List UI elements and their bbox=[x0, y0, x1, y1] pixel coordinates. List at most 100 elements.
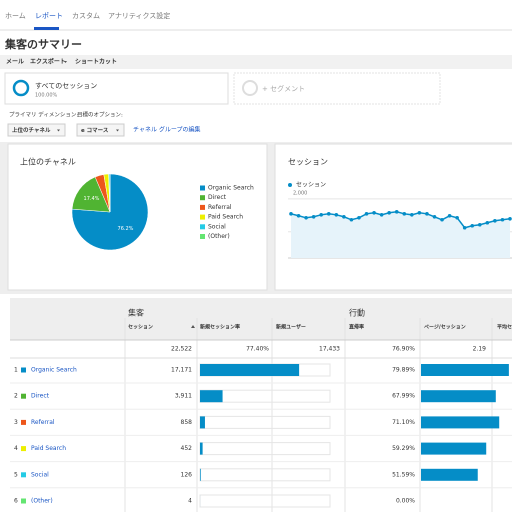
point bbox=[319, 213, 324, 217]
channel-swatch bbox=[21, 472, 26, 478]
pie-slice bbox=[71, 176, 111, 213]
column-header[interactable]: セッション bbox=[128, 325, 153, 331]
column-header[interactable]: 新規ユーザー bbox=[276, 324, 306, 331]
bounce-cell: 51.59% bbox=[392, 471, 415, 478]
column-header[interactable]: 平均セッ bbox=[497, 324, 512, 331]
bounce-cell: 59.29% bbox=[392, 445, 415, 452]
bounce-cell: 79.89% bbox=[392, 367, 415, 374]
toolbar-button[interactable]: エクスポート bbox=[30, 58, 66, 66]
channel-swatch bbox=[21, 367, 26, 373]
pie-chart: 76.2% Organic Search 17.4% Direct Referral Pa… bbox=[71, 173, 254, 251]
channel-swatch bbox=[21, 446, 26, 452]
total-cell: 22,522 bbox=[171, 346, 192, 353]
point bbox=[326, 212, 331, 216]
point bbox=[485, 220, 490, 225]
total-cell: 17,433 bbox=[319, 346, 340, 353]
nav-item[interactable]: カスタム bbox=[72, 11, 100, 20]
point bbox=[410, 213, 414, 217]
bounce-bar bbox=[421, 468, 478, 481]
option-label: プライマリ ディメンション: bbox=[9, 111, 78, 119]
sessions-bar bbox=[200, 416, 205, 429]
bar-track bbox=[199, 468, 331, 482]
toolbar-button[interactable]: ショートカット bbox=[75, 59, 117, 66]
legend-swatch bbox=[200, 185, 205, 191]
row-rank: 6 bbox=[14, 498, 18, 505]
sessions-cell: 126 bbox=[181, 471, 193, 478]
nav-bar bbox=[0, 0, 512, 30]
point bbox=[462, 225, 467, 230]
nav-item[interactable]: レポート bbox=[35, 12, 63, 20]
sessions-cell: 3,911 bbox=[175, 393, 192, 400]
nav-item[interactable]: ホーム bbox=[5, 12, 26, 20]
sessions-cell: 452 bbox=[181, 445, 193, 452]
column-header[interactable]: 新規セッション率 bbox=[200, 324, 240, 331]
table-header bbox=[10, 298, 512, 340]
sessions-bar bbox=[200, 468, 201, 481]
row-rank: 3 bbox=[14, 419, 18, 426]
column-header[interactable]: 直帰率 bbox=[349, 324, 364, 331]
point bbox=[342, 214, 346, 219]
bar-track bbox=[199, 415, 331, 429]
channel-name[interactable]: Direct bbox=[31, 393, 50, 400]
channel-name[interactable]: (Other) bbox=[31, 498, 53, 505]
point bbox=[447, 213, 452, 218]
legend-label: Social bbox=[208, 223, 226, 230]
legend-label: Direct bbox=[208, 194, 227, 201]
bar-track bbox=[199, 494, 331, 508]
sessions-cell: 4 bbox=[188, 498, 192, 505]
area bbox=[291, 211, 510, 258]
nav-active-underline bbox=[34, 27, 59, 30]
slice-label: 17.4% bbox=[84, 196, 100, 202]
nav-item[interactable]: アナリティクス設定 bbox=[108, 11, 170, 20]
point bbox=[402, 212, 407, 216]
channel-name[interactable]: Social bbox=[31, 471, 49, 478]
point bbox=[455, 215, 459, 220]
dropdown-arrow bbox=[64, 61, 67, 63]
point bbox=[394, 210, 399, 214]
bounce-bar bbox=[421, 442, 487, 455]
channel-name[interactable]: Referral bbox=[31, 419, 55, 426]
point bbox=[470, 223, 475, 228]
sessions-cell: 17,171 bbox=[171, 367, 192, 374]
toolbar bbox=[0, 55, 512, 69]
point bbox=[500, 217, 505, 222]
segment-box[interactable] bbox=[4, 72, 229, 105]
legend-label: Paid Search bbox=[208, 214, 243, 221]
legend-swatch bbox=[200, 214, 205, 220]
total-cell: 77.40% bbox=[246, 346, 269, 353]
row-rank: 4 bbox=[14, 445, 18, 452]
sort-arrow bbox=[191, 325, 195, 328]
column-header[interactable]: ページ/セッション bbox=[424, 325, 466, 331]
bounce-cell: 71.10% bbox=[392, 419, 415, 426]
edit-link[interactable]: チャネル グループの編集 bbox=[133, 126, 201, 134]
segment-share: 100.00% bbox=[35, 93, 57, 99]
point bbox=[387, 210, 391, 215]
total-cell: 76.90% bbox=[392, 346, 415, 353]
page-title: 集客のサマリー bbox=[4, 37, 82, 51]
sessions-bar bbox=[200, 442, 203, 455]
point bbox=[493, 218, 497, 223]
point bbox=[296, 213, 301, 218]
dropdown[interactable] bbox=[7, 123, 66, 137]
point bbox=[379, 213, 384, 217]
segment-add-icon bbox=[242, 80, 258, 96]
segment-add-box[interactable] bbox=[233, 72, 441, 105]
point bbox=[304, 215, 308, 220]
segment-add[interactable]: + セグメント bbox=[262, 84, 305, 93]
bounce-cell: 67.99% bbox=[392, 393, 415, 400]
total-cell: 2.19 bbox=[473, 346, 487, 353]
legend-dot bbox=[288, 183, 292, 187]
bounce-cell: 0.00% bbox=[396, 498, 415, 505]
channel-name[interactable]: Organic Search bbox=[31, 367, 77, 374]
legend-label: (Other) bbox=[208, 233, 230, 240]
group-header: 行動 bbox=[349, 308, 365, 318]
toolbar-button[interactable]: メール bbox=[6, 59, 24, 66]
slice-label: 76.2% bbox=[118, 226, 134, 232]
dropdown[interactable] bbox=[76, 123, 125, 137]
sessions-bar bbox=[200, 390, 223, 403]
channel-name[interactable]: Paid Search bbox=[31, 445, 66, 452]
table: セッション 新規セッション率 新規ユーザー 直帰率 ページ/セッション 平均セッ 22,52… bbox=[10, 318, 512, 512]
legend-swatch bbox=[200, 204, 205, 210]
